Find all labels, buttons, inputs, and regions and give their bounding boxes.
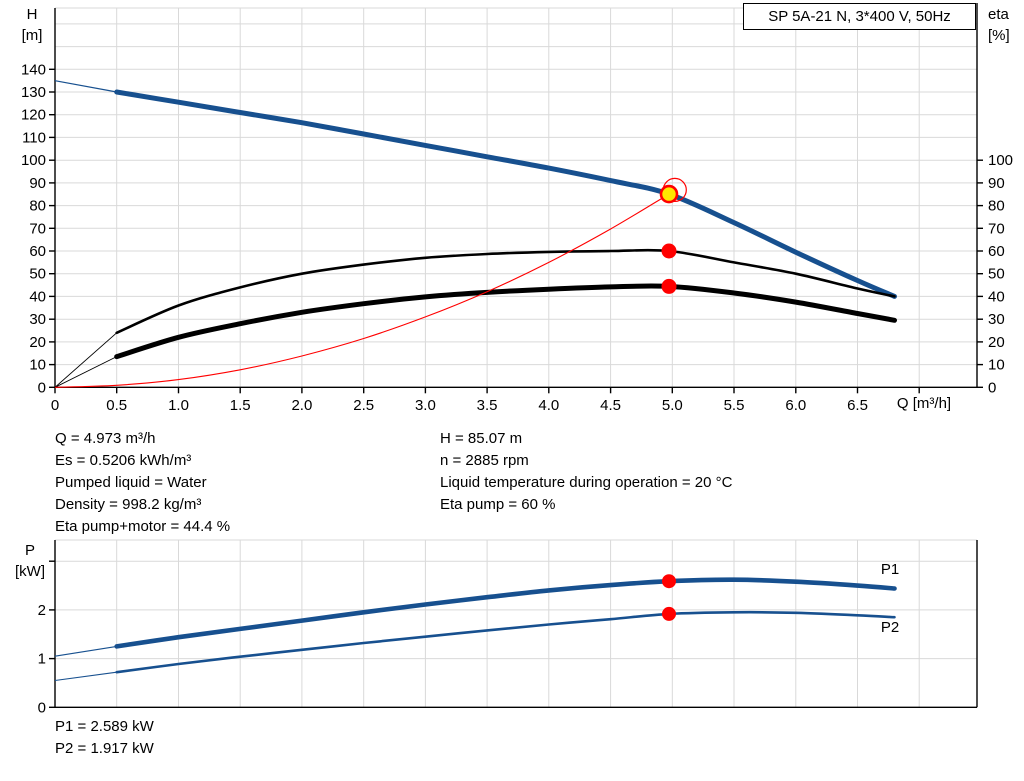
svg-text:120: 120 (21, 107, 46, 124)
power-chart-svg: 0 1 2 P1 P2 (38, 539, 978, 716)
eta-axis-symbol: eta (988, 6, 1009, 23)
svg-text:4.0: 4.0 (538, 397, 559, 414)
tick-labels: 0 10 20 30 40 50 60 70 80 90 100 110 120 130 140 0 10 20 3… (21, 61, 1013, 414)
svg-text:1.5: 1.5 (230, 397, 251, 414)
svg-text:6.0: 6.0 (785, 397, 806, 414)
series-eta-pump-curve (54, 248, 896, 388)
svg-text:0.5: 0.5 (106, 397, 127, 414)
svg-text:0: 0 (38, 379, 46, 396)
h-axis-label: H [m] (12, 4, 52, 46)
svg-text:1: 1 (38, 651, 46, 668)
svg-text:40: 40 (988, 288, 1005, 305)
svg-text:3.5: 3.5 (477, 397, 498, 414)
svg-text:0: 0 (988, 379, 996, 396)
svg-text:70: 70 (29, 220, 46, 237)
power-values-block: P1 = 2.589 kW P2 = 1.917 kW (55, 716, 154, 760)
info-line-liquid: Pumped liquid = Water (55, 474, 207, 491)
curve-label-p1: P1 (881, 561, 899, 578)
svg-text:20: 20 (988, 334, 1005, 351)
info-line-n: n = 2885 rpm (440, 452, 529, 469)
tick-labels: 0 1 2 (38, 560, 55, 716)
p-axis-unit: [kW] (15, 563, 45, 580)
eta-pump-motor-point (661, 278, 677, 294)
info-line-es: Es = 0.5206 kWh/m³ (55, 452, 192, 469)
svg-text:90: 90 (988, 175, 1005, 192)
svg-text:60: 60 (988, 243, 1005, 260)
series-p2-curve (54, 610, 896, 682)
series-pump-curve-H (54, 80, 897, 299)
svg-text:2.0: 2.0 (291, 397, 312, 414)
markers (659, 177, 687, 294)
svg-text:100: 100 (21, 152, 46, 169)
svg-text:20: 20 (29, 334, 46, 351)
svg-text:4.5: 4.5 (600, 397, 621, 414)
info-line-q: Q = 4.973 m³/h (55, 430, 156, 447)
svg-text:50: 50 (988, 266, 1005, 283)
svg-text:110: 110 (22, 129, 46, 146)
gridlines (55, 539, 977, 708)
gridlines (55, 7, 977, 388)
svg-text:6.5: 6.5 (847, 397, 868, 414)
svg-text:80: 80 (29, 198, 46, 215)
p1-point (662, 574, 676, 589)
info-line-h: H = 85.07 m (440, 430, 523, 447)
series-eta-pump-plus-motor-curve (54, 283, 897, 388)
p-axis-symbol: P (24, 542, 35, 559)
svg-text:60: 60 (29, 243, 46, 260)
svg-text:2: 2 (38, 602, 46, 619)
info-line-eta-pump: Eta pump = 60 % (440, 496, 556, 513)
h-axis-unit: [m] (21, 27, 43, 44)
svg-text:3.0: 3.0 (415, 397, 436, 414)
info-line-density: Density = 998.2 kg/m³ (55, 496, 202, 513)
duty-point (659, 184, 679, 204)
pump-type-title: SP 5A-21 N, 3*400 V, 50Hz (768, 8, 951, 25)
svg-text:140: 140 (21, 61, 46, 78)
svg-text:0: 0 (38, 699, 46, 716)
svg-text:30: 30 (988, 311, 1005, 328)
eta-pump-point (661, 243, 677, 259)
svg-text:70: 70 (988, 220, 1005, 237)
pump-type-title-box: SP 5A-21 N, 3*400 V, 50Hz (743, 3, 976, 30)
svg-text:1.0: 1.0 (168, 397, 189, 414)
svg-text:5.5: 5.5 (724, 397, 745, 414)
info-line-temperature: Liquid temperature during operation = 20… (440, 474, 733, 491)
svg-text:0: 0 (51, 397, 59, 414)
svg-text:80: 80 (988, 198, 1005, 215)
svg-text:30: 30 (29, 311, 46, 328)
duty-info-left-column: Q = 4.973 m³/h Es = 0.5206 kWh/m³ Pumped… (55, 428, 230, 538)
axes (54, 540, 978, 709)
curve-labels: P1 P2 (881, 561, 899, 636)
info-line-eta-pump-motor: Eta pump+motor = 44.4 % (55, 518, 231, 535)
series-system-curve (54, 193, 670, 388)
svg-text:2.5: 2.5 (353, 397, 374, 414)
svg-text:40: 40 (29, 288, 46, 305)
duty-info-right-column: H = 85.07 m n = 2885 rpm Liquid temperat… (440, 428, 732, 516)
p-axis-label: P [kW] (6, 540, 54, 582)
h-axis-symbol: H (26, 6, 38, 23)
axes (54, 3, 978, 388)
q-axis-label: Q [m³/h] (896, 395, 952, 412)
svg-text:10: 10 (988, 357, 1005, 374)
eta-axis-unit: [%] (988, 27, 1010, 44)
hq-eta-chart-svg: 0 10 20 30 40 50 60 70 80 90 100 110 120 130 140 0 10 20 3… (21, 3, 1013, 414)
p2-point (662, 606, 676, 621)
series-p1-curve (54, 577, 897, 657)
markers (662, 574, 676, 621)
svg-text:10: 10 (29, 357, 46, 374)
curve-label-p2: P2 (881, 619, 899, 636)
svg-text:130: 130 (21, 84, 46, 101)
power-line-p2: P2 = 1.917 kW (55, 740, 154, 757)
svg-text:50: 50 (29, 266, 46, 283)
svg-text:5.0: 5.0 (662, 397, 683, 414)
svg-text:100: 100 (988, 152, 1013, 169)
eta-axis-label: eta [%] (988, 4, 1022, 46)
svg-text:90: 90 (29, 175, 46, 192)
power-line-p1: P1 = 2.589 kW (55, 718, 154, 735)
